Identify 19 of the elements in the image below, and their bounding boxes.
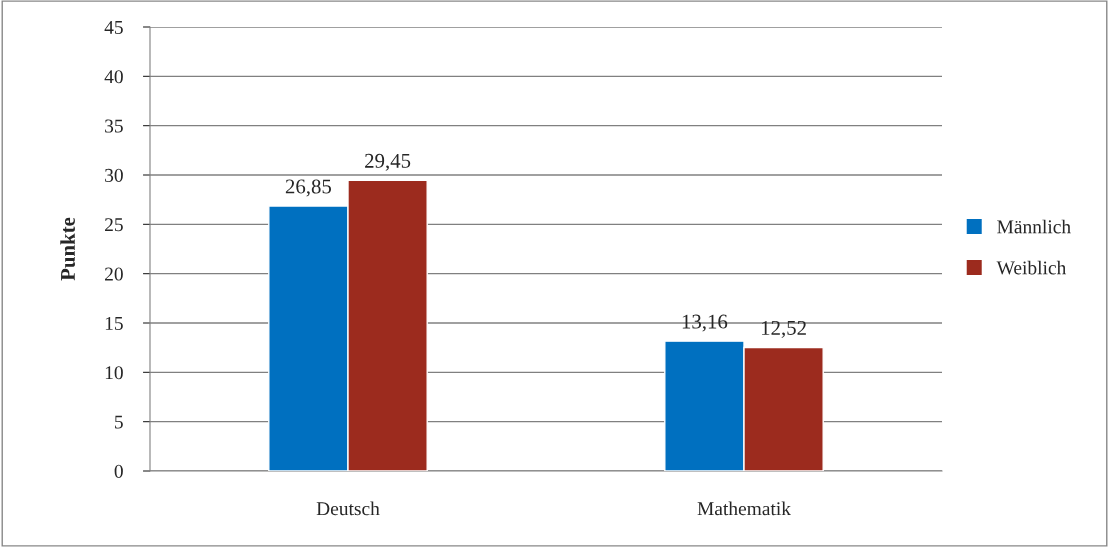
y-axis-title: Punkte — [60, 217, 75, 281]
legend-label: Weiblich — [996, 260, 1067, 275]
data-label: 26,85 — [285, 179, 332, 197]
data-label: 13,16 — [682, 314, 728, 332]
y-tick-label: 20 — [105, 267, 123, 281]
data-label: 29,45 — [365, 153, 411, 171]
y-tick-label: 35 — [105, 119, 123, 133]
y-tick-label: 0 — [114, 464, 123, 478]
y-tick-label: 10 — [105, 366, 123, 380]
y-tick-label: 15 — [105, 316, 123, 330]
x-tick-label: Mathematik — [697, 501, 791, 516]
y-tick-label: 25 — [105, 218, 123, 232]
data-label: 12,52 — [762, 320, 806, 338]
x-tick-label: Deutsch — [316, 501, 380, 516]
y-tick-label: 5 — [115, 415, 123, 429]
y-tick-label: 30 — [105, 168, 123, 182]
y-tick-label: 45 — [104, 20, 123, 34]
y-tick-label: 40 — [104, 70, 123, 84]
legend-label: Männlich — [997, 219, 1071, 234]
